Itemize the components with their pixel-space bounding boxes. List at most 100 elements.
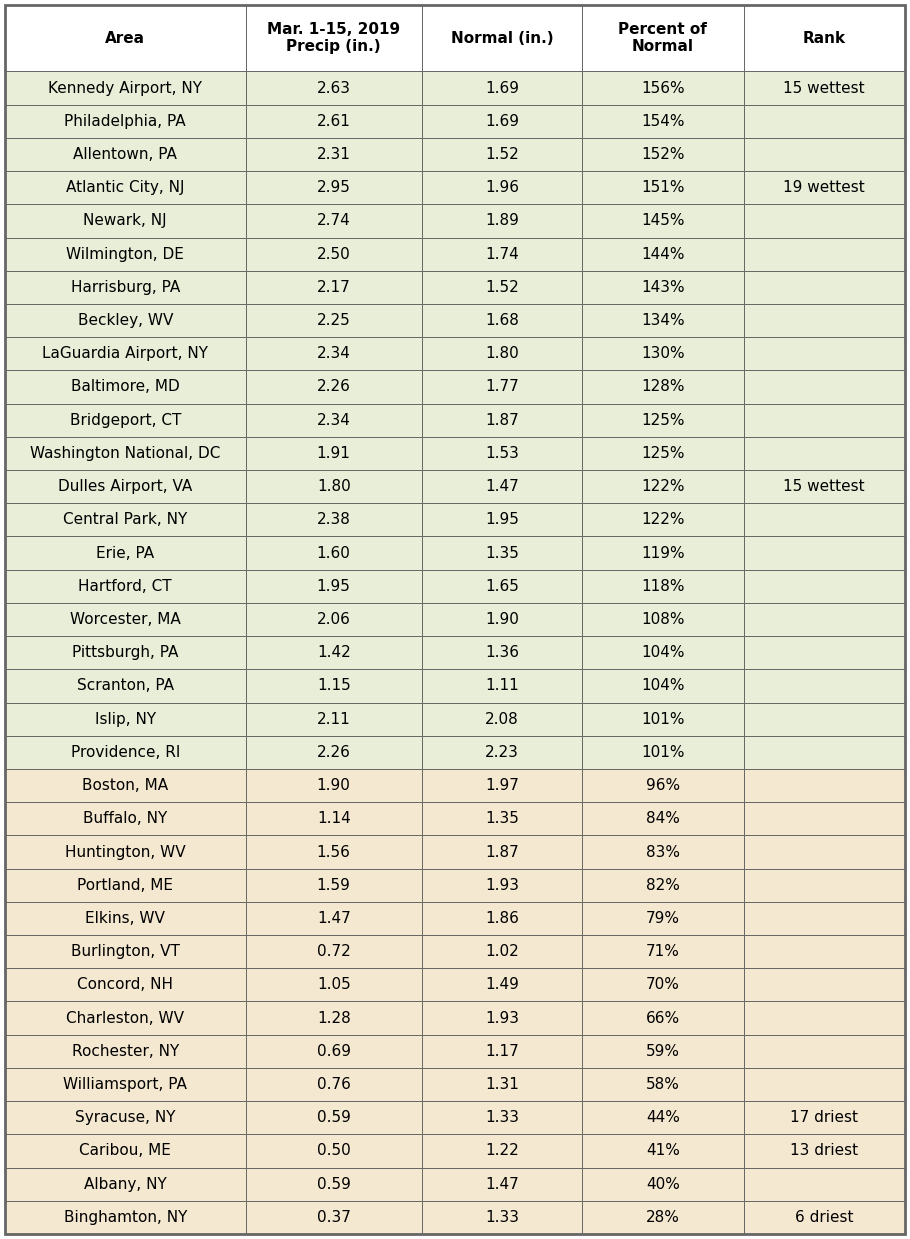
Bar: [422, 404, 582, 437]
Bar: [743, 935, 905, 968]
Bar: [422, 802, 582, 835]
Bar: [246, 802, 422, 835]
Text: 125%: 125%: [642, 446, 684, 461]
Text: 1.80: 1.80: [485, 346, 519, 362]
Text: Islip, NY: Islip, NY: [95, 711, 156, 726]
Text: Rank: Rank: [803, 31, 846, 46]
Bar: [5, 835, 246, 869]
Text: 1.52: 1.52: [485, 147, 519, 162]
Bar: [422, 437, 582, 470]
Bar: [246, 1167, 422, 1201]
Bar: [5, 769, 246, 802]
Bar: [743, 72, 905, 104]
Bar: [422, 669, 582, 703]
Bar: [5, 636, 246, 669]
Bar: [246, 204, 422, 238]
Text: 1.15: 1.15: [317, 679, 350, 694]
Bar: [582, 935, 743, 968]
Bar: [5, 370, 246, 404]
Bar: [582, 1001, 743, 1035]
Bar: [582, 104, 743, 138]
Text: 2.74: 2.74: [317, 213, 350, 228]
Bar: [246, 769, 422, 802]
Text: Baltimore, MD: Baltimore, MD: [71, 379, 179, 394]
Text: 1.60: 1.60: [317, 545, 350, 560]
Text: 1.65: 1.65: [485, 579, 519, 593]
Bar: [246, 603, 422, 636]
Text: Dulles Airport, VA: Dulles Airport, VA: [58, 479, 192, 494]
Text: 119%: 119%: [642, 545, 684, 560]
Bar: [246, 437, 422, 470]
Text: Atlantic City, NJ: Atlantic City, NJ: [66, 180, 185, 196]
Bar: [422, 1201, 582, 1234]
Bar: [743, 404, 905, 437]
Bar: [5, 1068, 246, 1101]
Bar: [582, 437, 743, 470]
Bar: [246, 703, 422, 736]
Bar: [743, 437, 905, 470]
Text: Beckley, WV: Beckley, WV: [77, 313, 173, 328]
Text: 1.49: 1.49: [485, 978, 519, 992]
Text: 0.69: 0.69: [317, 1043, 350, 1059]
Bar: [246, 902, 422, 935]
Text: 1.95: 1.95: [317, 579, 350, 593]
Bar: [743, 636, 905, 669]
Bar: [5, 1001, 246, 1035]
Bar: [5, 1101, 246, 1135]
Bar: [582, 204, 743, 238]
Bar: [5, 1167, 246, 1201]
Text: 1.87: 1.87: [485, 413, 519, 427]
Bar: [246, 138, 422, 171]
Text: 1.42: 1.42: [317, 646, 350, 660]
Text: 1.47: 1.47: [317, 911, 350, 926]
Bar: [743, 570, 905, 603]
Text: 1.93: 1.93: [485, 1011, 519, 1026]
Text: Elkins, WV: Elkins, WV: [86, 911, 166, 926]
Text: 2.26: 2.26: [317, 379, 350, 394]
Text: 79%: 79%: [646, 911, 680, 926]
Bar: [743, 238, 905, 271]
Bar: [246, 570, 422, 603]
Bar: [582, 1135, 743, 1167]
Bar: [582, 802, 743, 835]
Bar: [422, 935, 582, 968]
Bar: [743, 138, 905, 171]
Text: Binghamton, NY: Binghamton, NY: [64, 1211, 187, 1225]
Text: 0.59: 0.59: [317, 1177, 350, 1192]
Bar: [582, 5, 743, 72]
Text: Albany, NY: Albany, NY: [84, 1177, 167, 1192]
Text: 1.86: 1.86: [485, 911, 519, 926]
Text: 13 driest: 13 driest: [790, 1144, 858, 1158]
Text: 2.23: 2.23: [485, 745, 519, 760]
Bar: [582, 1101, 743, 1135]
Bar: [246, 503, 422, 536]
Bar: [246, 238, 422, 271]
Text: 1.02: 1.02: [485, 944, 519, 959]
Text: 1.47: 1.47: [485, 1177, 519, 1192]
Text: Scranton, PA: Scranton, PA: [76, 679, 174, 694]
Bar: [743, 1135, 905, 1167]
Bar: [422, 1068, 582, 1101]
Text: 1.22: 1.22: [485, 1144, 519, 1158]
Bar: [743, 703, 905, 736]
Bar: [422, 1135, 582, 1167]
Bar: [582, 769, 743, 802]
Text: Percent of
Normal: Percent of Normal: [619, 22, 707, 55]
Bar: [5, 503, 246, 536]
Bar: [422, 869, 582, 902]
Text: 104%: 104%: [642, 646, 684, 660]
Text: 44%: 44%: [646, 1110, 680, 1125]
Bar: [246, 271, 422, 304]
Bar: [5, 802, 246, 835]
Text: 122%: 122%: [642, 513, 684, 528]
Bar: [582, 869, 743, 902]
Text: 2.17: 2.17: [317, 280, 350, 295]
Text: 2.38: 2.38: [317, 513, 350, 528]
Bar: [5, 171, 246, 204]
Bar: [582, 703, 743, 736]
Text: 1.33: 1.33: [485, 1110, 519, 1125]
Text: Worcester, MA: Worcester, MA: [70, 612, 181, 627]
Bar: [246, 104, 422, 138]
Bar: [5, 935, 246, 968]
Bar: [246, 1101, 422, 1135]
